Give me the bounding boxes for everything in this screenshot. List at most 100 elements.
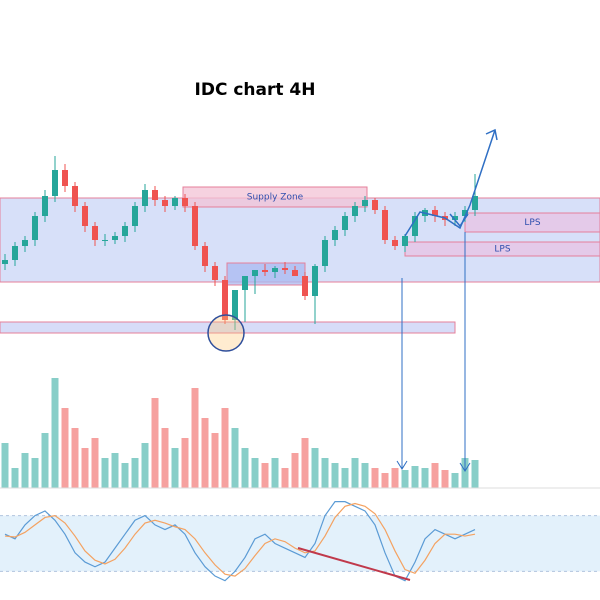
candle-body — [342, 216, 348, 230]
volume-bar — [471, 460, 479, 488]
candle-body — [52, 170, 58, 196]
candle-body — [182, 198, 188, 206]
stoch-band — [0, 515, 600, 572]
candle-body — [72, 186, 78, 206]
volume-bar — [171, 448, 179, 488]
chart-title: IDC chart 4H — [195, 80, 316, 100]
candle-body — [262, 270, 268, 272]
candles — [2, 156, 478, 330]
candle-body — [212, 266, 218, 280]
candle-body — [372, 200, 378, 210]
volume-bar — [401, 470, 409, 488]
volume-bar — [91, 438, 99, 488]
volume-bar — [181, 438, 189, 488]
candle-body — [42, 196, 48, 216]
volume — [1, 378, 479, 488]
zone — [464, 212, 600, 233]
volume-bar — [461, 458, 469, 488]
candle-body — [362, 200, 368, 206]
volume-bar — [301, 438, 309, 488]
volume-bar — [221, 408, 229, 488]
volume-bar — [381, 473, 389, 488]
volume-bar — [21, 453, 29, 488]
candle-body — [322, 240, 328, 266]
candle-body — [92, 226, 98, 240]
volume-bar — [71, 428, 79, 488]
candle-body — [62, 170, 68, 186]
candle-body — [102, 240, 108, 241]
volume-bar — [391, 468, 399, 488]
volume-bar — [101, 458, 109, 488]
candle-body — [12, 246, 18, 260]
candle-body — [142, 190, 148, 206]
volume-bar — [451, 473, 459, 488]
volume-bar — [121, 463, 129, 488]
zone — [182, 186, 368, 208]
zones: Supply Zone LPS LPS — [0, 186, 600, 334]
candle-body — [162, 200, 168, 206]
volume-bar — [251, 458, 259, 488]
candle-body — [2, 260, 8, 264]
candle-body — [112, 236, 118, 240]
volume-bar — [201, 418, 209, 488]
volume-bar — [81, 448, 89, 488]
candle-body — [272, 268, 278, 272]
candle-body — [292, 270, 298, 276]
candle-body — [172, 198, 178, 206]
candle-body — [32, 216, 38, 240]
candle-body — [352, 206, 358, 216]
volume-bar — [191, 388, 199, 488]
volume-bar — [161, 428, 169, 488]
candle-body — [302, 276, 308, 296]
candle-body — [472, 196, 478, 210]
candle-body — [192, 206, 198, 246]
annotations — [207, 128, 498, 581]
candle-body — [22, 240, 28, 246]
volume-bar — [281, 468, 289, 488]
stoch-line — [4, 502, 476, 577]
volume-bar — [261, 463, 269, 488]
volume-bar — [311, 448, 319, 488]
volume-bar — [341, 468, 349, 488]
candle-body — [282, 268, 288, 270]
volume-bar — [421, 468, 429, 488]
zone-label: Supply Zone — [247, 193, 304, 203]
volume-bar — [371, 468, 379, 488]
candle-body — [382, 210, 388, 240]
volume-bar — [151, 398, 159, 488]
volume-bar — [41, 433, 49, 488]
volume-bar — [111, 453, 119, 488]
volume-bar — [1, 443, 9, 488]
volume-bar — [131, 458, 139, 488]
volume-bar — [291, 453, 299, 488]
candle-body — [462, 210, 468, 216]
candle-body — [232, 290, 238, 320]
candle-body — [332, 230, 338, 240]
zone-label: LPS — [524, 218, 540, 228]
volume-bar — [141, 443, 149, 488]
candle-body — [252, 270, 258, 276]
stochastic — [0, 501, 600, 582]
candle-body — [412, 216, 418, 236]
volume-bar — [361, 463, 369, 488]
volume-bar — [351, 458, 359, 488]
candle-body — [152, 190, 158, 200]
volume-bar — [11, 468, 19, 488]
volume-bar — [231, 428, 239, 488]
volume-bar — [51, 378, 59, 488]
candle-body — [242, 276, 248, 290]
candle-body — [222, 280, 228, 320]
candle-body — [122, 226, 128, 236]
candle-body — [312, 266, 318, 296]
volume-bar — [331, 463, 339, 488]
volume-bar — [61, 408, 69, 488]
volume-bar — [441, 470, 449, 488]
candle-body — [452, 216, 458, 220]
zone — [0, 321, 456, 334]
volume-bar — [321, 458, 329, 488]
candle-body — [402, 236, 408, 246]
volume-bar — [211, 433, 219, 488]
candle-body — [82, 206, 88, 226]
candle-body — [392, 240, 398, 246]
